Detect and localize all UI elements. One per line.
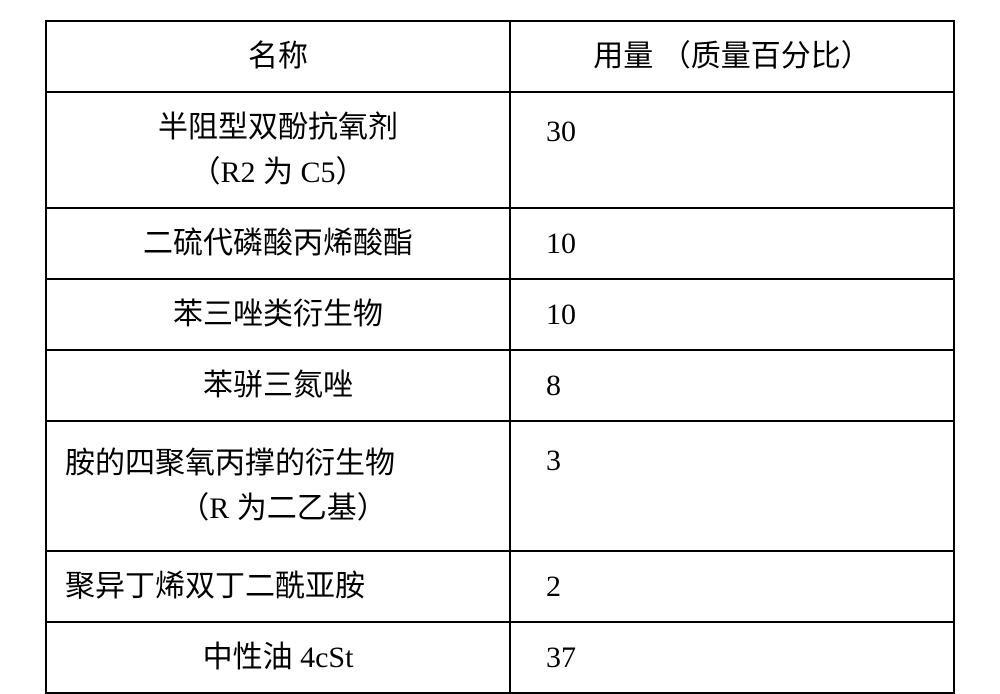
cell-name: 中性油 4cSt — [46, 622, 510, 693]
cell-name-line2: （R 为二乙基） — [65, 486, 501, 531]
cell-amount: 10 — [510, 279, 954, 350]
cell-name: 苯三唑类衍生物 — [46, 279, 510, 350]
cell-name-line1: 半阻型双酚抗氧剂 — [55, 105, 501, 150]
table-row: 苯三唑类衍生物 10 — [46, 279, 954, 350]
cell-amount: 37 — [510, 622, 954, 693]
cell-name: 胺的四聚氧丙撑的衍生物 （R 为二乙基） — [46, 421, 510, 551]
cell-name: 聚异丁烯双丁二酰亚胺 — [46, 551, 510, 622]
table-row: 胺的四聚氧丙撑的衍生物 （R 为二乙基） 3 — [46, 421, 954, 551]
table-row: 二硫代磷酸丙烯酸酯 10 — [46, 208, 954, 279]
table-row: 半阻型双酚抗氧剂 （R2 为 C5） 30 — [46, 92, 954, 208]
cell-name: 二硫代磷酸丙烯酸酯 — [46, 208, 510, 279]
cell-amount: 10 — [510, 208, 954, 279]
table-row: 苯骈三氮唑 8 — [46, 350, 954, 421]
cell-name-line2: （R2 为 C5） — [55, 150, 501, 195]
cell-name: 苯骈三氮唑 — [46, 350, 510, 421]
cell-amount: 3 — [510, 421, 954, 551]
composition-table: 名称 用量 （质量百分比） 半阻型双酚抗氧剂 （R2 为 C5） 30 二硫代磷… — [45, 20, 955, 694]
cell-amount: 2 — [510, 551, 954, 622]
cell-amount: 8 — [510, 350, 954, 421]
header-name: 名称 — [46, 21, 510, 92]
page: 名称 用量 （质量百分比） 半阻型双酚抗氧剂 （R2 为 C5） 30 二硫代磷… — [0, 0, 1000, 640]
cell-amount: 30 — [510, 92, 954, 208]
cell-name-line1: 胺的四聚氧丙撑的衍生物 — [65, 441, 501, 486]
table-header-row: 名称 用量 （质量百分比） — [46, 21, 954, 92]
header-amount: 用量 （质量百分比） — [510, 21, 954, 92]
cell-name: 半阻型双酚抗氧剂 （R2 为 C5） — [46, 92, 510, 208]
table-row: 中性油 4cSt 37 — [46, 622, 954, 693]
table-row: 聚异丁烯双丁二酰亚胺 2 — [46, 551, 954, 622]
